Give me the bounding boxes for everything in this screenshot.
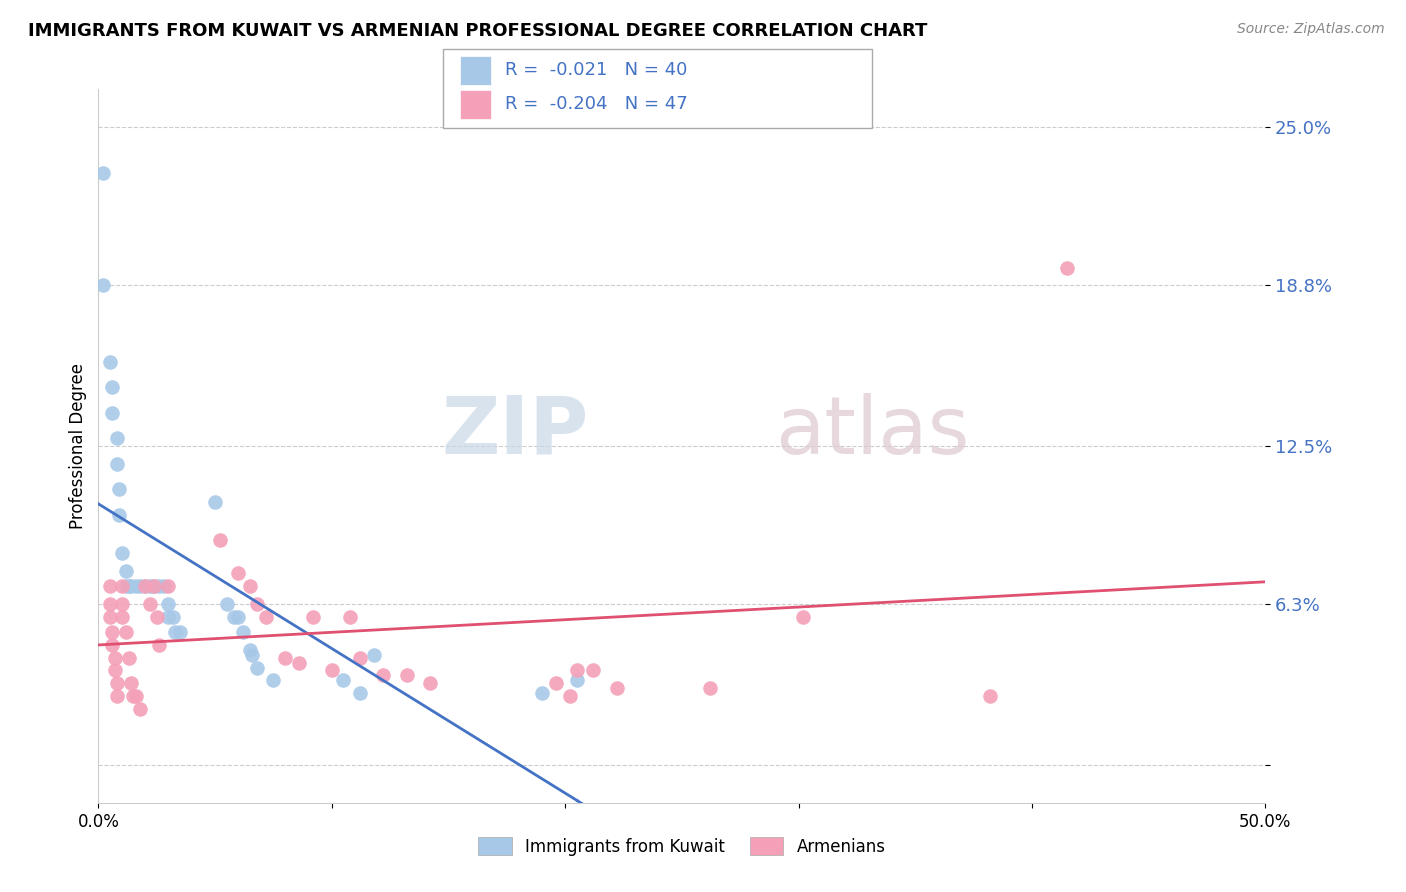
Point — [246, 661, 269, 675]
Point — [98, 609, 121, 624]
Point — [208, 533, 231, 548]
Point — [125, 579, 148, 593]
Point — [239, 643, 262, 657]
Point — [157, 579, 180, 593]
Point — [979, 689, 1001, 703]
Point — [256, 609, 278, 624]
Point — [339, 609, 361, 624]
Y-axis label: Professional Degree: Professional Degree — [69, 363, 87, 529]
Point — [349, 686, 371, 700]
Point — [419, 676, 441, 690]
Point — [558, 689, 581, 703]
Text: ZIP: ZIP — [441, 392, 589, 471]
Point — [111, 597, 134, 611]
Point — [302, 609, 325, 624]
Point — [157, 609, 180, 624]
Point — [108, 483, 131, 497]
Point — [228, 566, 250, 581]
Point — [120, 676, 142, 690]
Point — [122, 689, 145, 703]
Point — [111, 609, 134, 624]
Point — [118, 579, 141, 593]
Point — [111, 579, 134, 593]
Legend: Immigrants from Kuwait, Armenians: Immigrants from Kuwait, Armenians — [471, 830, 893, 863]
Point — [204, 495, 226, 509]
Point — [98, 579, 121, 593]
Point — [134, 579, 156, 593]
Point — [104, 650, 127, 665]
Point — [606, 681, 628, 695]
Point — [115, 564, 138, 578]
Point — [104, 663, 127, 677]
Point — [125, 689, 148, 703]
Point — [1056, 260, 1078, 275]
Text: atlas: atlas — [775, 392, 970, 471]
Point — [118, 650, 141, 665]
Point — [101, 380, 124, 394]
Point — [108, 508, 131, 522]
Point — [148, 579, 170, 593]
Point — [148, 638, 170, 652]
Point — [105, 431, 128, 445]
Point — [232, 625, 254, 640]
Point — [165, 625, 187, 640]
Point — [363, 648, 385, 662]
Point — [792, 609, 814, 624]
Point — [169, 625, 191, 640]
Point — [152, 579, 174, 593]
Point — [98, 597, 121, 611]
Point — [530, 686, 553, 700]
Point — [143, 579, 166, 593]
Point — [115, 579, 138, 593]
Point — [98, 355, 121, 369]
Point — [129, 579, 152, 593]
Point — [242, 648, 264, 662]
Point — [157, 597, 180, 611]
Point — [111, 546, 134, 560]
Point — [228, 609, 250, 624]
Point — [91, 166, 114, 180]
Point — [134, 579, 156, 593]
Point — [105, 689, 128, 703]
Point — [288, 656, 311, 670]
Point — [262, 673, 284, 688]
Point — [101, 625, 124, 640]
Point — [332, 673, 354, 688]
Point — [565, 663, 588, 677]
Point — [544, 676, 567, 690]
Point — [115, 625, 138, 640]
Point — [373, 668, 395, 682]
Point — [143, 579, 166, 593]
Point — [349, 650, 371, 665]
Point — [139, 597, 162, 611]
Point — [120, 579, 142, 593]
Point — [129, 701, 152, 715]
Point — [222, 609, 245, 624]
Point — [246, 597, 269, 611]
Point — [91, 278, 114, 293]
Point — [101, 406, 124, 420]
Text: R =  -0.204   N = 47: R = -0.204 N = 47 — [505, 95, 688, 113]
Point — [582, 663, 605, 677]
Point — [395, 668, 418, 682]
Point — [699, 681, 721, 695]
Point — [565, 673, 588, 688]
Text: R =  -0.021   N = 40: R = -0.021 N = 40 — [505, 62, 688, 79]
Point — [105, 457, 128, 471]
Point — [146, 609, 169, 624]
Text: IMMIGRANTS FROM KUWAIT VS ARMENIAN PROFESSIONAL DEGREE CORRELATION CHART: IMMIGRANTS FROM KUWAIT VS ARMENIAN PROFE… — [28, 22, 928, 40]
Text: Source: ZipAtlas.com: Source: ZipAtlas.com — [1237, 22, 1385, 37]
Point — [239, 579, 262, 593]
Point — [101, 638, 124, 652]
Point — [162, 609, 184, 624]
Point — [139, 579, 162, 593]
Point — [215, 597, 238, 611]
Point — [105, 676, 128, 690]
Point — [274, 650, 297, 665]
Point — [321, 663, 343, 677]
